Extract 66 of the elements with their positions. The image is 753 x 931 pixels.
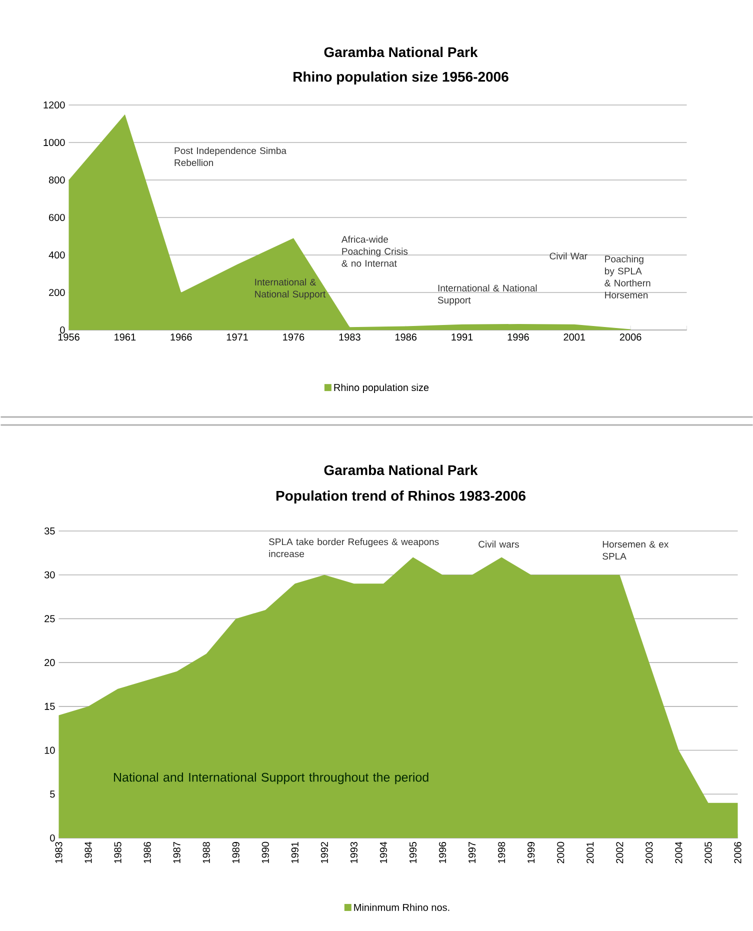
x-tick-label: 1997 xyxy=(468,842,476,864)
y-tick-label: 35 xyxy=(44,527,55,535)
x-tick-label: 1983 xyxy=(54,842,62,864)
y-tick-label: 5 xyxy=(50,790,55,798)
x-tick-label: 1996 xyxy=(508,334,529,341)
annotation: Africa-wide Poaching Crisis & no Internat xyxy=(341,236,408,267)
x-tick-label: 1995 xyxy=(409,842,416,864)
x-tick-label: 1956 xyxy=(58,334,80,341)
x-tick-label: 1983 xyxy=(339,334,360,341)
x-tick-label: 1986 xyxy=(144,842,151,864)
x-tick-label: 2006 xyxy=(620,334,642,341)
x-tick-label: 1998 xyxy=(498,842,505,864)
legend-label: Rhino population size xyxy=(334,384,428,394)
annotation: SPLA take border Refugees & weapons increase xyxy=(268,538,439,558)
y-tick-label: 1200 xyxy=(44,101,65,109)
x-tick-label: 1971 xyxy=(226,334,248,341)
annotation: National and International Support throughout the period xyxy=(114,772,428,784)
x-tick-label: 1990 xyxy=(262,842,269,864)
y-tick-label: 800 xyxy=(48,176,65,184)
chart-title: Garamba National Park xyxy=(324,46,478,58)
y-tick-label: 30 xyxy=(44,571,55,578)
x-tick-label: 1994 xyxy=(380,842,387,864)
annotation: International & National Support xyxy=(254,278,326,300)
x-tick-label: 1991 xyxy=(291,842,298,864)
y-tick-label: 600 xyxy=(48,214,65,222)
y-tick-label: 20 xyxy=(44,659,55,666)
x-tick-label: 2003 xyxy=(645,842,652,864)
x-tick-label: 1993 xyxy=(350,842,358,864)
x-tick-label: 2004 xyxy=(674,842,682,864)
x-tick-label: 1996 xyxy=(438,842,446,864)
x-tick-label: 1992 xyxy=(320,842,328,864)
x-tick-label: 2001 xyxy=(586,842,594,864)
x-tick-label: 1991 xyxy=(451,334,472,341)
y-tick-label: 200 xyxy=(48,288,65,296)
annotation: Civil War xyxy=(550,252,588,260)
annotation: Civil wars xyxy=(478,540,519,548)
x-tick-label: 1986 xyxy=(395,334,416,341)
chart-subtitle: Rhino population size 1956-2006 xyxy=(293,71,508,85)
x-tick-label: 2005 xyxy=(704,842,712,864)
y-tick-label: 400 xyxy=(48,251,65,259)
y-tick-label: 15 xyxy=(44,702,55,710)
legend-label: Mininmum Rhino nos. xyxy=(354,904,449,911)
annotation: Horsemen & ex SPLA xyxy=(602,540,668,560)
x-tick-label: 2002 xyxy=(616,842,623,864)
x-tick-label: 2000 xyxy=(556,842,564,864)
x-tick-label: 1961 xyxy=(114,334,136,341)
y-tick-label: 1000 xyxy=(44,138,65,146)
x-tick-label: 2001 xyxy=(564,334,585,341)
y-tick-label: 10 xyxy=(44,746,55,754)
x-tick-label: 2006 xyxy=(734,842,742,864)
x-tick-label: 1976 xyxy=(282,334,304,341)
annotation: Post Independence Simba Rebellion xyxy=(174,147,286,166)
x-tick-label: 1987 xyxy=(173,842,180,864)
x-tick-label: 1985 xyxy=(114,842,122,864)
x-tick-label: 1984 xyxy=(84,842,92,864)
annotation: International & National Support xyxy=(438,284,536,306)
y-tick-label: 25 xyxy=(44,615,55,622)
x-tick-label: 1988 xyxy=(202,842,210,864)
x-tick-label: 1989 xyxy=(232,842,240,864)
annotation: Poaching by SPLA & Northern Horsemen xyxy=(604,255,650,298)
chart-subtitle: Population trend of Rhinos 1983-2006 xyxy=(276,490,526,504)
y-tick-label: 0 xyxy=(60,326,65,334)
x-tick-label: 1999 xyxy=(527,842,534,864)
chart-title: Garamba National Park xyxy=(324,464,478,476)
y-tick-label: 0 xyxy=(50,834,55,842)
x-tick-label: 1966 xyxy=(170,334,192,341)
